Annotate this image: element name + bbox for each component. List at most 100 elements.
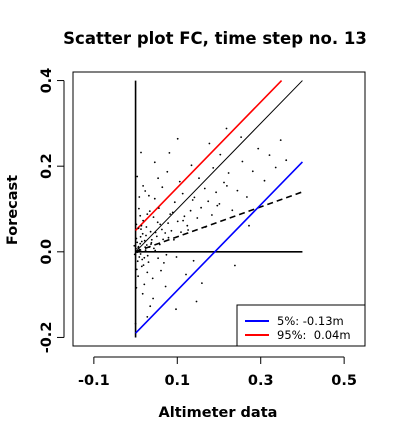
percentile-95-line bbox=[134, 80, 283, 231]
data-point bbox=[186, 224, 189, 227]
data-point bbox=[137, 275, 140, 278]
reference-lines bbox=[134, 80, 304, 338]
data-point bbox=[158, 207, 160, 210]
x-tick-label: 0.3 bbox=[248, 373, 274, 389]
data-point bbox=[153, 197, 156, 200]
data-point bbox=[158, 243, 161, 246]
data-point bbox=[145, 244, 148, 246]
data-point bbox=[207, 200, 210, 203]
data-point bbox=[257, 147, 260, 150]
data-point bbox=[279, 139, 282, 142]
data-point bbox=[150, 243, 152, 246]
data-point bbox=[161, 228, 163, 231]
legend-label: 95%: 0.04m bbox=[277, 328, 351, 342]
data-point bbox=[146, 316, 149, 318]
data-point bbox=[169, 213, 172, 216]
data-point bbox=[139, 242, 142, 245]
data-point bbox=[143, 239, 146, 242]
data-point bbox=[133, 253, 136, 256]
data-point bbox=[143, 256, 146, 259]
data-point bbox=[163, 262, 165, 264]
data-point bbox=[154, 231, 157, 234]
data-point bbox=[138, 207, 140, 210]
data-point bbox=[136, 175, 139, 178]
data-point bbox=[145, 234, 147, 237]
data-point bbox=[138, 196, 141, 198]
data-point bbox=[140, 224, 143, 227]
data-point bbox=[144, 249, 147, 252]
data-point bbox=[153, 247, 155, 250]
data-point bbox=[189, 209, 192, 212]
data-point bbox=[198, 177, 200, 180]
data-point bbox=[142, 185, 145, 187]
data-point bbox=[140, 228, 142, 231]
data-point bbox=[187, 229, 190, 231]
data-point bbox=[216, 204, 219, 207]
data-point bbox=[137, 245, 140, 248]
data-point bbox=[159, 223, 162, 226]
data-point bbox=[136, 251, 139, 254]
legend-box bbox=[236, 304, 366, 347]
data-point bbox=[211, 214, 213, 216]
data-point bbox=[140, 151, 142, 154]
data-point bbox=[193, 196, 196, 199]
data-point bbox=[135, 247, 137, 250]
data-point bbox=[138, 250, 140, 253]
data-point bbox=[246, 196, 248, 198]
data-point bbox=[231, 209, 234, 212]
data-point bbox=[226, 185, 228, 187]
data-point bbox=[196, 217, 199, 219]
data-point bbox=[139, 235, 142, 238]
data-point bbox=[166, 170, 169, 173]
data-point bbox=[185, 273, 187, 276]
data-point bbox=[164, 285, 167, 288]
data-point bbox=[200, 206, 203, 209]
data-point bbox=[274, 166, 277, 169]
data-point bbox=[285, 159, 288, 162]
data-point bbox=[212, 167, 215, 169]
data-point bbox=[195, 300, 198, 303]
data-point bbox=[183, 215, 186, 218]
data-point bbox=[170, 229, 173, 232]
data-point bbox=[192, 259, 195, 262]
data-point bbox=[148, 246, 151, 249]
data-point bbox=[146, 254, 149, 257]
percentile-5-line bbox=[134, 161, 304, 334]
data-point bbox=[142, 219, 145, 222]
data-point bbox=[173, 201, 176, 204]
data-point bbox=[135, 268, 138, 271]
data-point bbox=[236, 189, 239, 192]
data-point bbox=[182, 219, 185, 222]
x-tick-label: -0.1 bbox=[78, 373, 110, 389]
data-point bbox=[176, 220, 179, 223]
data-point bbox=[268, 154, 271, 157]
data-point bbox=[144, 190, 147, 192]
x-axis-label: Altimeter data bbox=[159, 405, 278, 421]
regression-line bbox=[135, 191, 303, 253]
data-point bbox=[208, 142, 211, 145]
legend-label: 5%: -0.13m bbox=[277, 314, 344, 328]
data-point bbox=[149, 230, 152, 233]
data-point bbox=[146, 271, 149, 274]
data-point bbox=[135, 286, 138, 289]
data-point bbox=[156, 221, 159, 224]
data-point bbox=[139, 253, 142, 255]
data-point bbox=[251, 170, 254, 173]
data-point bbox=[141, 258, 144, 261]
data-point bbox=[176, 137, 179, 140]
data-point bbox=[137, 227, 140, 230]
data-point bbox=[141, 292, 144, 295]
data-point bbox=[227, 172, 230, 174]
data-point bbox=[136, 241, 139, 244]
data-point bbox=[240, 136, 243, 139]
data-point bbox=[223, 181, 225, 184]
y-axis: -0.2 0.0 0.2 0.4 bbox=[39, 68, 65, 353]
data-point bbox=[145, 226, 148, 228]
y-tick-label: 0.4 bbox=[39, 68, 55, 94]
data-point bbox=[141, 232, 144, 235]
data-point bbox=[152, 216, 155, 219]
data-point bbox=[180, 231, 182, 234]
x-tick-label: 0.1 bbox=[164, 373, 190, 389]
y-tick-label: 0.2 bbox=[39, 153, 55, 179]
